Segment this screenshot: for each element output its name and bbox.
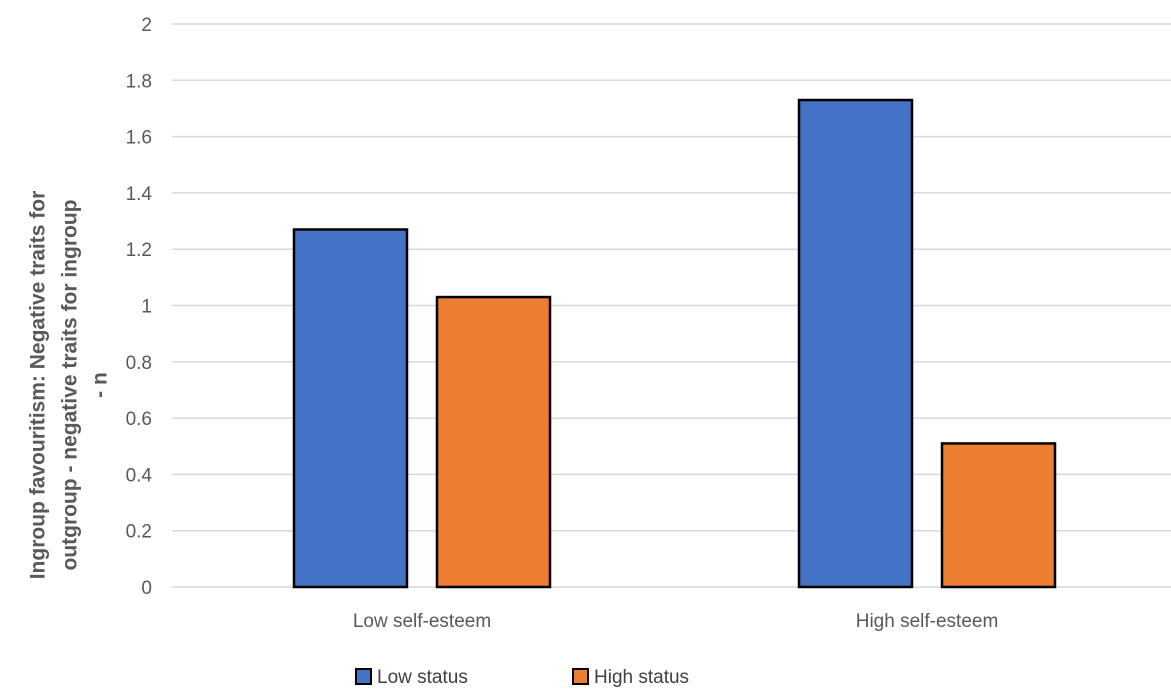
legend-label: Low status bbox=[377, 667, 468, 688]
legend-label: High status bbox=[594, 667, 689, 688]
y-axis-ticks: 0 0.2 0.4 0.6 0.8 1 1.2 1.4 1.6 1.8 2 bbox=[126, 15, 153, 599]
bar-high-status-high-self-esteem bbox=[940, 442, 1057, 589]
bar-low-status-low-self-esteem bbox=[292, 228, 409, 589]
bar-low-status-high-self-esteem bbox=[797, 98, 914, 589]
legend-swatch bbox=[572, 668, 589, 685]
legend: Low status High status bbox=[355, 667, 689, 688]
y-tick-label: 0.8 bbox=[126, 353, 152, 374]
y-tick-label: 1.6 bbox=[126, 128, 152, 149]
y-tick-label: 0.2 bbox=[126, 522, 152, 543]
y-tick-label: 0.6 bbox=[126, 409, 152, 430]
y-tick-label: 0 bbox=[141, 578, 152, 599]
y-axis-title-line: Ingroup favouritism: Negative traits for bbox=[27, 191, 50, 580]
y-axis-title-line: outgroup - negative traits for ingroup bbox=[59, 200, 82, 571]
x-category-label: Low self-esteem bbox=[353, 611, 491, 632]
bars bbox=[292, 98, 1057, 589]
y-tick-label: 1.8 bbox=[126, 71, 152, 92]
y-axis-title-line: - n bbox=[89, 372, 112, 398]
y-tick-label: 2 bbox=[141, 15, 152, 36]
legend-swatch bbox=[355, 668, 372, 685]
x-category-label: High self-esteem bbox=[856, 611, 999, 632]
y-tick-label: 1 bbox=[141, 297, 152, 318]
x-axis-categories: Low self-esteem High self-esteem bbox=[353, 611, 998, 632]
y-tick-label: 1.4 bbox=[126, 184, 153, 205]
y-axis-title: Ingroup favouritism: Negative traits for… bbox=[27, 191, 112, 580]
bar-high-status-low-self-esteem bbox=[435, 295, 552, 589]
y-tick-label: 0.4 bbox=[126, 465, 153, 486]
y-tick-label: 1.2 bbox=[126, 240, 152, 261]
